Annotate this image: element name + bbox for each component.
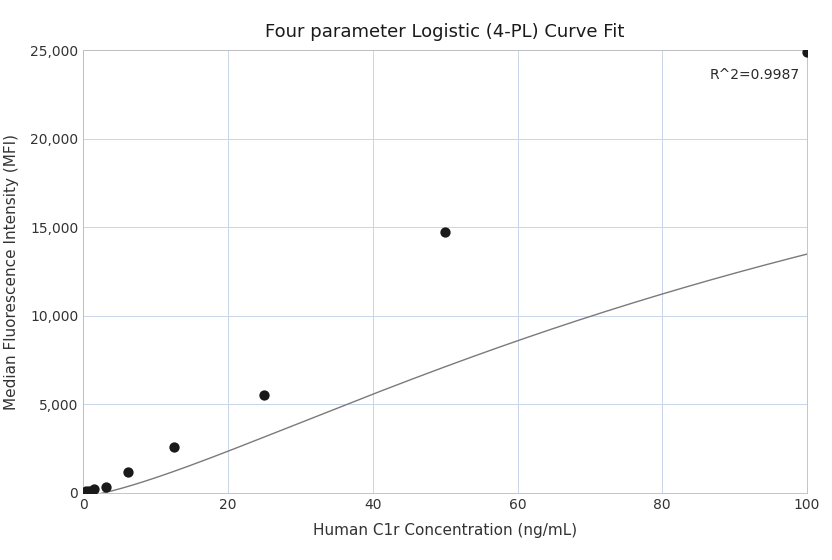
Point	[800, 48, 814, 57]
Point	[79, 487, 92, 496]
Point	[258, 391, 271, 400]
X-axis label: Human C1r Concentration (ng/mL): Human C1r Concentration (ng/mL)	[313, 523, 577, 538]
Y-axis label: Median Fluorescence Intensity (MFI): Median Fluorescence Intensity (MFI)	[4, 134, 19, 409]
Point	[99, 482, 112, 491]
Point	[167, 442, 181, 451]
Point	[82, 486, 96, 495]
Point	[88, 485, 102, 494]
Text: R^2=0.9987: R^2=0.9987	[710, 68, 800, 82]
Point	[438, 227, 452, 236]
Title: Four parameter Logistic (4-PL) Curve Fit: Four parameter Logistic (4-PL) Curve Fit	[265, 22, 625, 40]
Point	[121, 468, 135, 477]
